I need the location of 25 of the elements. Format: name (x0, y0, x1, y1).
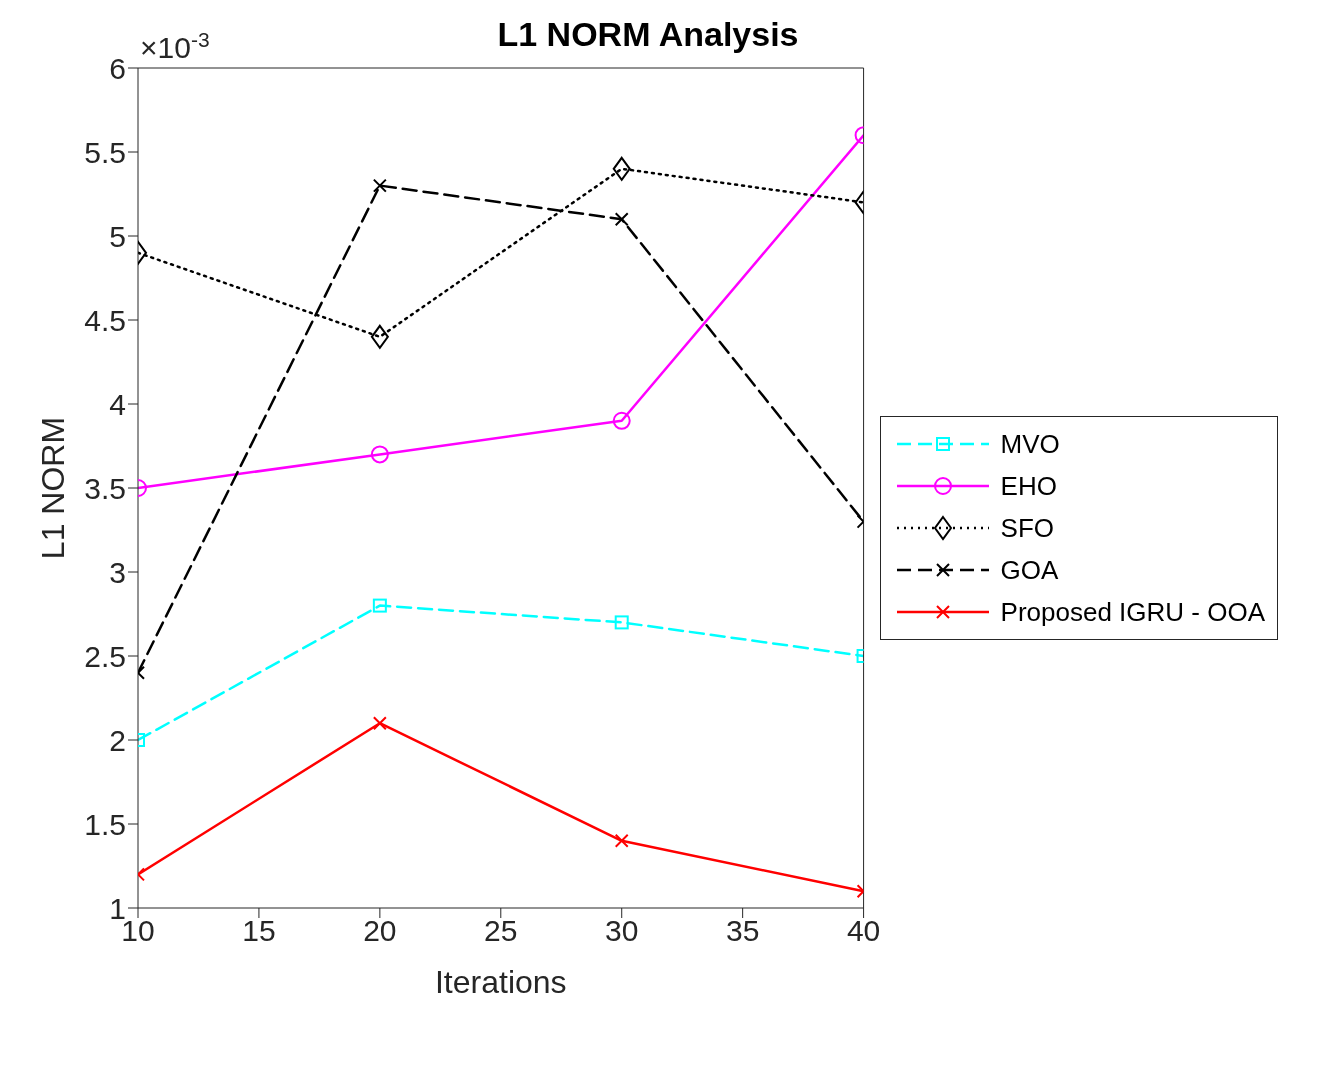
y-tick-label: 4.5 (84, 303, 126, 337)
x-tick-label: 40 (846, 914, 881, 948)
x-tick-label: 30 (605, 914, 639, 948)
y-axis-title: L1 NORM (35, 416, 72, 560)
y-tick-label: 1.5 (84, 807, 126, 841)
legend-label: GOA (1000, 554, 1059, 586)
text: ×10$^{-3}$ (140, 27, 210, 64)
x-tick-label: 35 (725, 914, 760, 948)
y-tick-label: 6 (109, 51, 126, 85)
legend-label: SFO (1000, 512, 1055, 544)
y-tick-label: 5.5 (84, 135, 126, 169)
legend-label: MVO (1000, 428, 1060, 460)
y-tick-label: 3 (109, 555, 126, 589)
y-tick-label: 3.5 (84, 471, 126, 505)
legend-label: Proposed IGRU - OOA (1000, 596, 1265, 628)
x-axis-title: Iterations (434, 964, 567, 1000)
legend-label: EHO (1000, 470, 1057, 502)
chart-title: L1 NORM Analysis (497, 15, 799, 53)
x-tick-label: 20 (363, 914, 397, 948)
x-tick-label: 15 (242, 914, 276, 948)
y-tick-label: 4 (109, 387, 126, 421)
x-tick-label: 25 (484, 914, 518, 948)
y-tick-label: 2.5 (84, 639, 126, 673)
y-tick-label: 5 (109, 219, 126, 253)
y-tick-label: 2 (109, 723, 126, 757)
